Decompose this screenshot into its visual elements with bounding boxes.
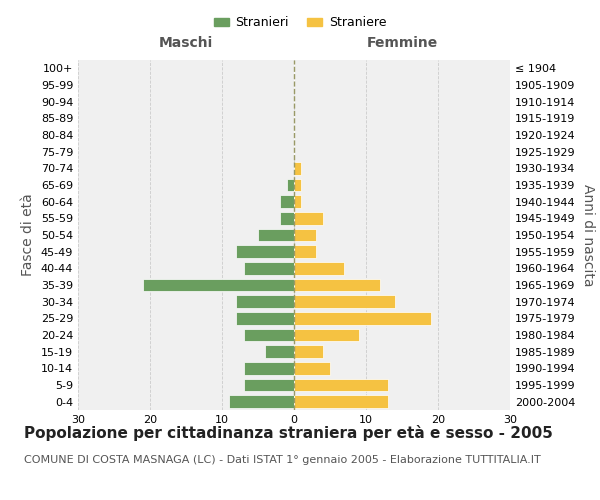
Bar <box>143 279 294 291</box>
Bar <box>280 196 294 208</box>
Text: Popolazione per cittadinanza straniera per età e sesso - 2005: Popolazione per cittadinanza straniera p… <box>24 425 553 441</box>
Bar <box>280 212 294 224</box>
Text: COMUNE DI COSTA MASNAGA (LC) - Dati ISTAT 1° gennaio 2005 - Elaborazione TUTTITA: COMUNE DI COSTA MASNAGA (LC) - Dati ISTA… <box>24 455 541 465</box>
Bar <box>244 362 294 374</box>
Bar <box>294 362 330 374</box>
Y-axis label: Anni di nascita: Anni di nascita <box>581 184 595 286</box>
Bar <box>236 296 294 308</box>
Bar <box>294 179 301 192</box>
Bar <box>294 196 301 208</box>
Legend: Stranieri, Straniere: Stranieri, Straniere <box>209 11 391 34</box>
Bar <box>294 396 388 408</box>
Bar <box>294 162 301 174</box>
Bar <box>294 296 395 308</box>
Bar <box>244 379 294 391</box>
Bar <box>294 346 323 358</box>
Bar <box>294 279 380 291</box>
Bar <box>294 262 344 274</box>
Bar <box>236 246 294 258</box>
Bar <box>229 396 294 408</box>
Bar <box>236 312 294 324</box>
Bar <box>294 379 388 391</box>
Bar <box>244 329 294 341</box>
Text: Maschi: Maschi <box>159 36 213 50</box>
Bar <box>294 212 323 224</box>
Bar <box>294 312 431 324</box>
Bar <box>265 346 294 358</box>
Text: Femmine: Femmine <box>367 36 437 50</box>
Bar <box>287 179 294 192</box>
Bar <box>258 229 294 241</box>
Y-axis label: Fasce di età: Fasce di età <box>21 194 35 276</box>
Bar <box>294 329 359 341</box>
Bar <box>244 262 294 274</box>
Bar <box>294 246 316 258</box>
Bar <box>294 229 316 241</box>
